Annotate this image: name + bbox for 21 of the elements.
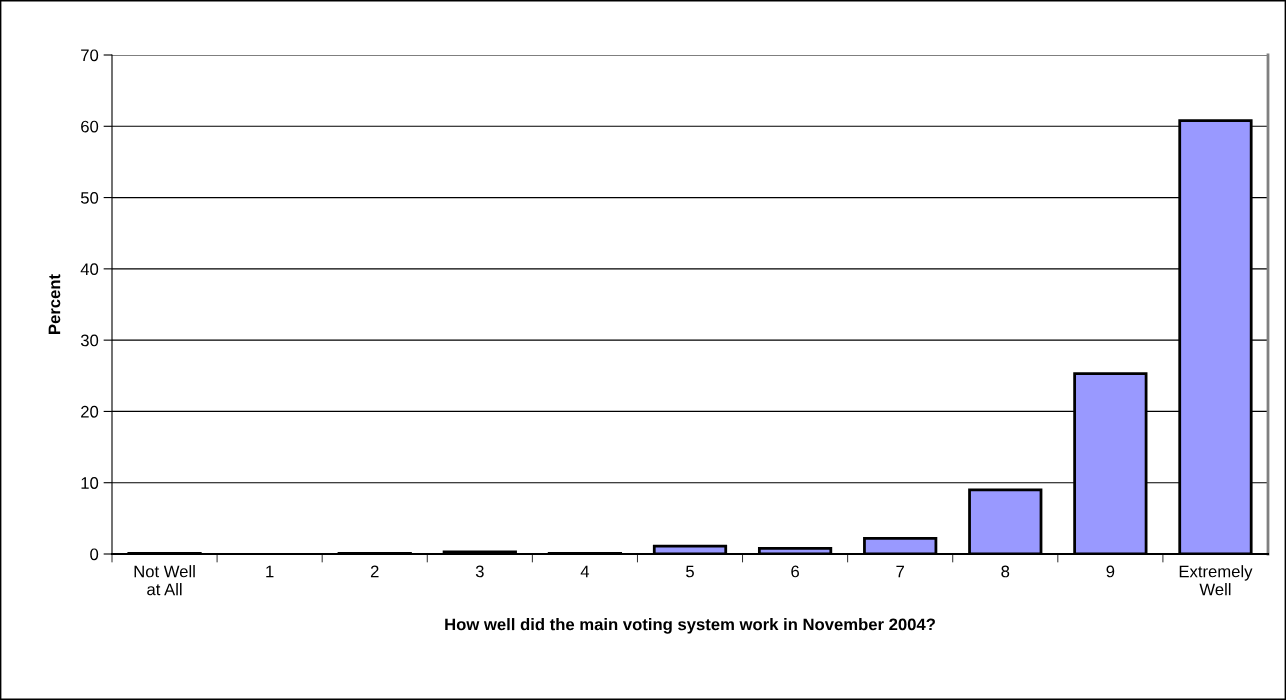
x-tick-label: 7 bbox=[896, 565, 904, 578]
y-tick-label: 50 bbox=[80, 191, 99, 204]
y-tick-label: 10 bbox=[81, 477, 99, 489]
y-tick-label: 30 bbox=[80, 334, 99, 347]
x-tick-label: 1 bbox=[266, 565, 274, 578]
y-axis-title: Percent bbox=[48, 274, 61, 334]
x-axis-title: How well did the main voting system work in November 2004? bbox=[445, 618, 935, 634]
x-tick-label: Not Well at All bbox=[134, 565, 195, 596]
x-tick-label: 5 bbox=[686, 565, 694, 578]
x-tick-label: 6 bbox=[791, 565, 799, 578]
y-tick-label: 0 bbox=[90, 548, 99, 561]
x-tick-label: 2 bbox=[370, 565, 379, 578]
y-tick-label: 60 bbox=[81, 120, 99, 133]
x-tick-label: 8 bbox=[1001, 565, 1010, 578]
y-tick-label: 40 bbox=[80, 263, 99, 276]
x-tick-label: 9 bbox=[1106, 565, 1115, 578]
y-tick-label: 70 bbox=[81, 49, 99, 62]
x-tick-label: 3 bbox=[475, 565, 484, 578]
x-tick-label: Extremely Well bbox=[1179, 565, 1253, 596]
y-tick-label: 20 bbox=[81, 405, 99, 418]
x-tick-label: 4 bbox=[580, 565, 590, 578]
